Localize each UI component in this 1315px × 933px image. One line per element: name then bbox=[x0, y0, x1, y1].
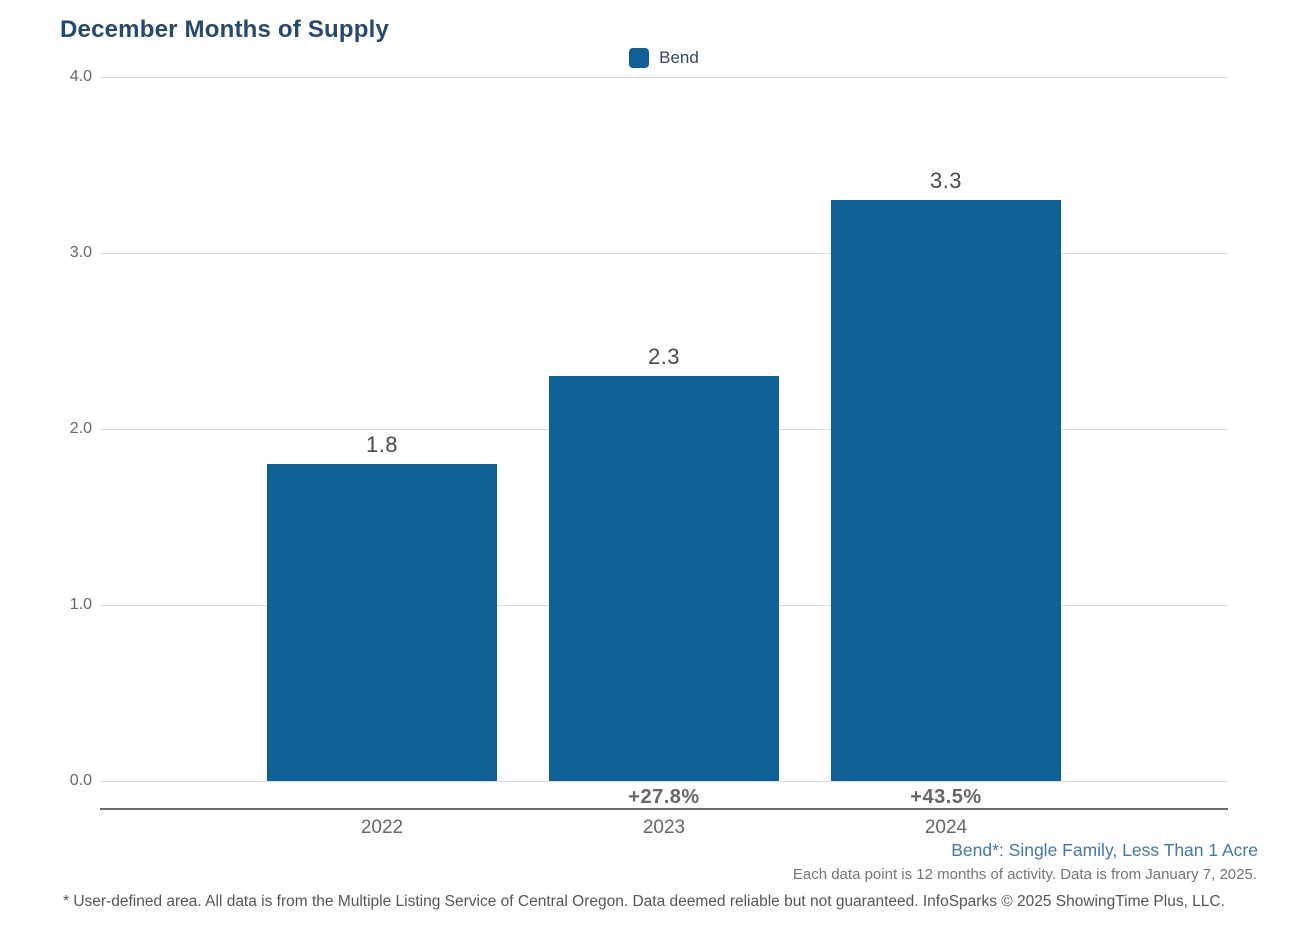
bar-value-label: 1.8 bbox=[365, 432, 399, 458]
bar-2023[interactable] bbox=[549, 376, 779, 781]
gridline bbox=[100, 253, 1228, 254]
bar-2024[interactable] bbox=[831, 200, 1061, 781]
y-tick-label: 0.0 bbox=[69, 772, 92, 789]
y-tick-label: 1.0 bbox=[69, 596, 92, 613]
x-tick-label: 2023 bbox=[642, 817, 686, 838]
chart-title: December Months of Supply bbox=[60, 16, 390, 43]
legend-swatch-icon bbox=[629, 48, 650, 68]
x-axis-line bbox=[100, 808, 1228, 810]
pct-change-label: +27.8% bbox=[628, 786, 700, 808]
bar-2022[interactable] bbox=[267, 464, 497, 781]
gridline bbox=[100, 781, 1228, 782]
plot-area: 0.0 1.0 2.0 3.0 4.0 1.8 2022 2.3 +27.8% 2023 3.3 +4… bbox=[70, 69, 1228, 838]
x-tick-label: 2024 bbox=[924, 817, 968, 838]
bar-value-label: 2.3 bbox=[647, 344, 681, 370]
bar-value-label: 3.3 bbox=[929, 168, 963, 194]
series-definition-note: Bend*: Single Family, Less Than 1 Acre bbox=[951, 840, 1258, 860]
legend: Bend bbox=[100, 48, 1228, 68]
disclaimer-footer: * User-defined area. All data is from th… bbox=[63, 893, 1225, 910]
pct-change-label: +43.5% bbox=[910, 786, 982, 808]
y-tick-label: 3.0 bbox=[69, 244, 92, 261]
gridline bbox=[100, 77, 1228, 78]
legend-series-label: Bend bbox=[659, 48, 699, 67]
data-period-note: Each data point is 12 months of activity… bbox=[792, 866, 1257, 883]
y-tick-label: 2.0 bbox=[69, 420, 92, 437]
x-tick-label: 2022 bbox=[360, 817, 404, 838]
y-tick-label: 4.0 bbox=[69, 68, 92, 85]
